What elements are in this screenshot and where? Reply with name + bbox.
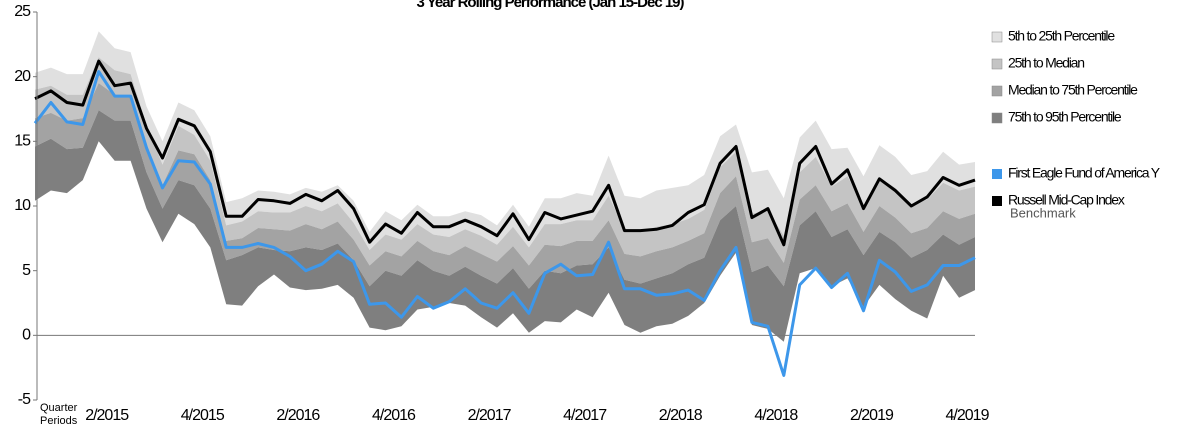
legend-sublabel: Benchmark	[1010, 205, 1076, 220]
legend-label: Median to 75th Percentile	[1008, 82, 1138, 98]
legend-swatch	[992, 196, 1002, 206]
legend-swatch	[991, 85, 1003, 97]
series-line	[34, 59, 976, 247]
legend-swatch	[992, 169, 1002, 179]
y-tick-label: 5	[22, 262, 31, 279]
x-axis-label: Quarter	[40, 402, 78, 414]
y-tick-label: 15	[14, 133, 31, 150]
x-tick-label: 4/2018	[754, 407, 798, 424]
y-tick-label: -5	[18, 391, 31, 408]
x-tick-label: 4/2015	[181, 407, 225, 424]
legend-swatch	[991, 58, 1003, 70]
percentile-band	[35, 110, 975, 342]
x-tick-label: 2/2019	[850, 407, 894, 424]
series-line	[33, 70, 976, 377]
x-tick-label: 2/2016	[276, 407, 320, 424]
legend-swatch	[991, 31, 1003, 43]
legend-swatch	[991, 112, 1003, 124]
percentile-band	[35, 57, 975, 266]
x-tick-label: 4/2016	[372, 407, 416, 424]
legend-label: 5th to 25th Percentile	[1008, 28, 1115, 44]
legend-label: First Eagle Fund of America Y	[1008, 165, 1161, 181]
y-tick-label: 0	[22, 327, 31, 344]
legend-label: 25th to Median	[1008, 55, 1084, 71]
x-axis-label: Periods	[40, 415, 78, 427]
y-tick-label: 25	[14, 3, 31, 20]
x-tick-label: 2/2017	[468, 407, 512, 424]
y-tick-label: 10	[14, 197, 31, 214]
x-tick-label: 2/2018	[659, 407, 703, 424]
chart-title: 3 Year Rolling Performance (Jan 15-Dec 1…	[416, 0, 684, 11]
legend-label: 75th to 95th Percentile	[1008, 109, 1122, 125]
x-tick-label: 4/2017	[563, 407, 607, 424]
x-tick-label: 2/2015	[85, 407, 129, 424]
legend-label: Russell Mid-Cap Index	[1008, 192, 1125, 208]
y-tick-label: 20	[14, 68, 31, 85]
x-tick-label: 4/2019	[946, 407, 990, 424]
percentile-band	[35, 83, 975, 289]
percentile-band	[35, 31, 975, 251]
